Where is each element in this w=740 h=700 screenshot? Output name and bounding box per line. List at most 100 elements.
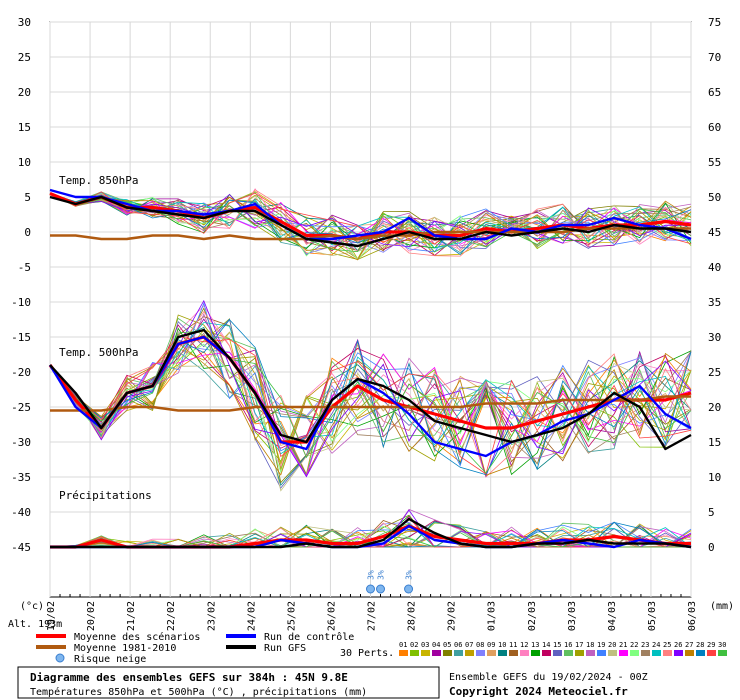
right-tick-label: 55: [708, 156, 721, 169]
run-info: Ensemble GEFS du 19/02/2024 - 00Z: [449, 672, 648, 683]
member-swatch: [520, 650, 529, 656]
member-swatch: [641, 650, 650, 656]
member-id: 27: [685, 641, 693, 649]
member-id: 09: [487, 641, 495, 649]
x-tick-label: 02/03: [527, 601, 538, 631]
right-tick-label: 20: [708, 401, 721, 414]
legend-label-climatology: Moyenne 1981-2010: [74, 643, 176, 654]
member-swatch: [531, 650, 540, 656]
member-id: 13: [531, 641, 539, 649]
member-swatch: [586, 650, 595, 656]
left-tick-label: -10: [11, 296, 31, 309]
member-swatch: [619, 650, 628, 656]
member-swatch: [630, 650, 639, 656]
member-id: 28: [696, 641, 704, 649]
member-id: 04: [432, 641, 440, 649]
right-tick-label: 10: [708, 471, 721, 484]
right-tick-label: 75: [708, 16, 721, 29]
member-id: 03: [421, 641, 429, 649]
member-id: 24: [652, 641, 660, 649]
snowflake-icon: [376, 584, 386, 594]
snowflake-icon: [404, 584, 414, 594]
right-tick-label: 70: [708, 51, 721, 64]
member-t500-line: [49, 335, 692, 475]
legend-label-snow: Risque neige: [74, 654, 146, 665]
x-tick-label: 22/02: [166, 601, 177, 631]
x-tick-label: 21/02: [126, 601, 137, 631]
member-swatch: [487, 650, 496, 656]
member-id: 10: [498, 641, 506, 649]
member-id: 06: [454, 641, 462, 649]
right-tick-label: 0: [708, 541, 715, 554]
x-tick-label: 04/03: [607, 601, 618, 631]
grid: [49, 21, 692, 598]
member-swatch: [597, 650, 606, 656]
x-tick-label: 25/02: [286, 601, 297, 631]
altitude-label: Alt. 193m: [8, 619, 62, 630]
x-tick-label: 29/02: [447, 601, 458, 631]
series-t500-line: [49, 328, 692, 451]
member-id: 21: [619, 641, 627, 649]
axes: 302520151050-5-10-15-20-25-30-35-40-4575…: [8, 16, 734, 631]
panel-labels: Temp. 850hPa Temp. 500hPa Précipitations 3%…: [59, 174, 414, 594]
member-swatch: [421, 650, 430, 656]
member-swatch: [564, 650, 573, 656]
x-tick-label: 23/02: [206, 601, 217, 631]
member-swatch: [663, 650, 672, 656]
left-tick-label: 5: [24, 191, 31, 204]
series-t850-line: [49, 195, 692, 248]
x-tick-label: 01/03: [487, 601, 498, 631]
left-tick-label: -20: [11, 366, 31, 379]
member-id: 30: [718, 641, 726, 649]
member-id: 02: [410, 641, 418, 649]
left-axis-label: (°c): [20, 601, 44, 612]
member-swatch: [707, 650, 716, 656]
member-swatch: [696, 650, 705, 656]
member-swatch: [465, 650, 474, 656]
member-swatch: [674, 650, 683, 656]
x-tick-label: 24/02: [246, 601, 257, 631]
left-tick-label: 10: [18, 156, 31, 169]
x-tick-label: 28/02: [407, 601, 418, 631]
title-box: [17, 666, 440, 699]
member-t500-line: [49, 314, 692, 471]
member-id: 16: [564, 641, 572, 649]
x-tick-label: 20/02: [86, 601, 97, 631]
member-id: 26: [674, 641, 682, 649]
legend-label-gfs: Run GFS: [264, 643, 306, 654]
left-tick-label: 0: [24, 226, 31, 239]
series-4: [49, 195, 692, 549]
member-swatch: [718, 650, 727, 656]
right-tick-label: 15: [708, 436, 721, 449]
left-tick-label: -30: [11, 436, 31, 449]
panel-label: Temp. 500hPa: [59, 346, 138, 359]
right-tick-label: 30: [708, 331, 721, 344]
member-id: 07: [465, 641, 473, 649]
right-tick-label: 5: [708, 506, 715, 519]
member-swatch: [443, 650, 452, 656]
right-tick-label: 65: [708, 86, 721, 99]
member-id: 25: [663, 641, 671, 649]
footer: Diagramme des ensembles GEFS sur 384h : …: [17, 666, 648, 699]
member-swatch: [498, 650, 507, 656]
member-id: 20: [608, 641, 616, 649]
chart-subtitle: Températures 850hPa et 500hPa (°C) , pré…: [30, 686, 367, 698]
member-swatch: [542, 650, 551, 656]
series-t500-line: [50, 395, 691, 412]
left-tick-label: -45: [11, 541, 31, 554]
member-t500-line: [49, 317, 692, 477]
x-tick-label: 26/02: [326, 601, 337, 631]
x-tick-label: 27/02: [367, 601, 378, 631]
left-tick-label: -40: [11, 506, 31, 519]
snow-risk-percent: 3%: [377, 570, 386, 580]
left-tick-label: 25: [18, 51, 31, 64]
member-id: 23: [641, 641, 649, 649]
member-swatch: [399, 650, 408, 656]
member-id: 14: [542, 641, 550, 649]
member-t850-line: [49, 193, 692, 248]
x-tick-label: 19/02: [46, 601, 57, 631]
legend-label-mean: Moyenne des scénarios: [74, 631, 200, 643]
right-tick-label: 45: [708, 226, 721, 239]
member-swatch: [575, 650, 584, 656]
